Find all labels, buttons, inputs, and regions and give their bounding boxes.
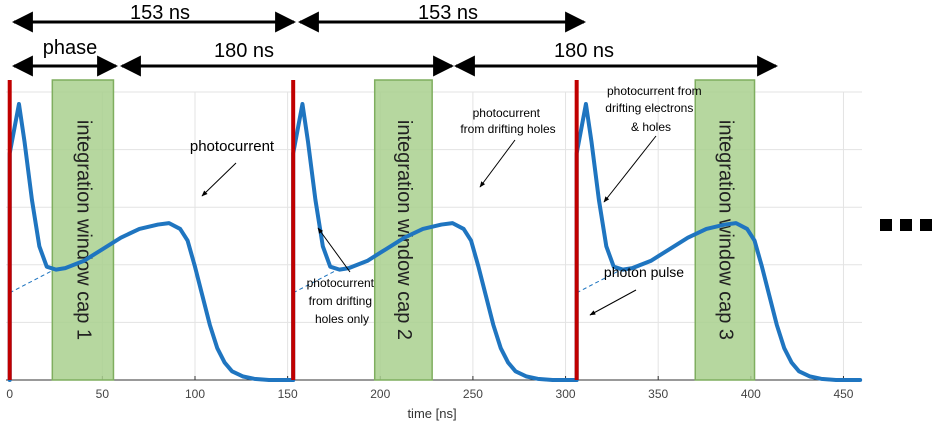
integration-window-label-1: integration window cap 1	[73, 120, 95, 340]
holes-label-line-2: from drifting holes	[460, 122, 555, 136]
holes-only-label: photocurrent from drifting holes only	[307, 276, 378, 326]
electrons-holes-pointer	[603, 135, 657, 203]
electrons-holes-line-1: photocurrent from	[607, 84, 702, 98]
holes-label-line-1: photocurrent	[473, 106, 541, 120]
holes-pointer	[479, 139, 516, 188]
x-tick-label-200: 200	[370, 387, 390, 401]
photocurrent-curve-1	[7, 102, 296, 382]
dim-label-153-2: 153 ns	[418, 2, 478, 24]
electrons-holes-line-2: drifting electrons	[605, 101, 693, 115]
integration-window-label-2: integration window cap 2	[393, 120, 415, 340]
x-tick-label-0: 0	[6, 387, 13, 401]
electrons-holes-line-3: & holes	[631, 120, 671, 134]
x-tick-label-450: 450	[833, 387, 853, 401]
photon-pulse-label: photon pulse	[604, 264, 684, 280]
ellipsis-dot-2	[900, 219, 912, 231]
extrapolation-2	[292, 269, 338, 294]
x-tick-label-350: 350	[648, 387, 668, 401]
dim-label-phase: phase	[43, 37, 98, 59]
extrapolation-3	[576, 269, 622, 294]
ellipsis-dot-1	[880, 219, 892, 231]
x-tick-label-400: 400	[741, 387, 761, 401]
photocurrent-label: photocurrent	[190, 138, 275, 155]
ellipsis-dot-3	[920, 219, 932, 231]
x-axis-label: time [ns]	[407, 406, 456, 421]
extrapolation-1	[9, 269, 55, 294]
x-tick-label-100: 100	[185, 387, 205, 401]
photon-pulses	[7, 80, 579, 380]
holes-label: photocurrent from drifting holes	[460, 106, 555, 136]
photocurrent-pointer	[201, 162, 237, 197]
holes-only-line-1: photocurrent	[307, 276, 375, 290]
photon-pulse-pointer	[589, 289, 637, 316]
x-tick-label-300: 300	[556, 387, 576, 401]
ellipsis-text: ...	[904, 231, 906, 233]
integration-window-1	[51, 79, 115, 381]
holes-only-line-2: from drifting	[309, 294, 372, 308]
dim-label-153-1: 153 ns	[130, 2, 190, 24]
holes-only-pointer	[317, 227, 351, 273]
electrons-holes-label: photocurrent from drifting electrons & h…	[605, 84, 705, 134]
holes-only-line-3: holes only	[315, 312, 369, 326]
integration-window-label-3: integration window cap 3	[715, 120, 737, 340]
photocurrent-curve-3	[574, 102, 863, 382]
photocurrent-curve-2	[291, 102, 579, 382]
x-tick-label-150: 150	[278, 387, 298, 401]
ellipsis	[880, 219, 932, 231]
dim-label-180-2: 180 ns	[554, 40, 614, 62]
x-tick-label-50: 50	[96, 387, 110, 401]
photocurrent-curves	[7, 102, 863, 382]
extrapolation-lines	[9, 269, 622, 294]
x-tick-label-250: 250	[463, 387, 483, 401]
dim-label-180-1: 180 ns	[214, 40, 274, 62]
